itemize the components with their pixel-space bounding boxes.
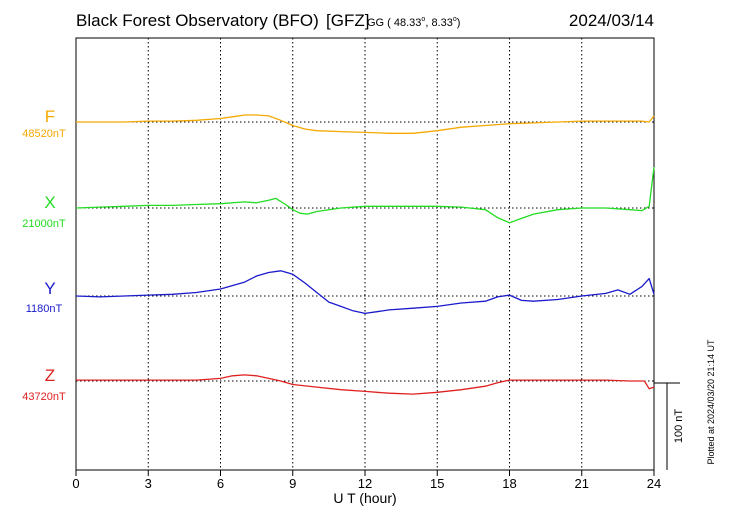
- x-tick-label: 3: [145, 476, 152, 491]
- chart-title: Black Forest Observatory (BFO): [76, 11, 319, 30]
- x-tick-label: 9: [289, 476, 296, 491]
- scale-bar: 100 nT: [654, 382, 685, 470]
- x-tick-label: 21: [575, 476, 589, 491]
- x-tick-label: 6: [217, 476, 224, 491]
- series-name-z: Z: [45, 366, 55, 385]
- series-line-z: [76, 374, 655, 395]
- x-axis-ticks: [75, 470, 655, 476]
- x-tick-label: 12: [358, 476, 372, 491]
- series-baseline-f: 48520nT: [22, 128, 66, 140]
- series-line-y: [75, 270, 655, 315]
- chart-date: 2024/03/14: [569, 11, 654, 30]
- vertical-gridlines: [147, 38, 583, 470]
- series-lines: [75, 114, 655, 395]
- series-line-f: [76, 114, 655, 134]
- x-axis-tick-labels: 0 3 6 9 12 15 18 21 24: [72, 476, 661, 491]
- series-name-x: X: [44, 193, 55, 212]
- x-tick-label: 24: [647, 476, 661, 491]
- x-axis-label: U T (hour): [333, 490, 396, 506]
- series-labels: F 48520nT X 21000nT Y 1180nT Z 43720nT: [22, 107, 66, 403]
- series-baseline-z: 43720nT: [22, 391, 66, 403]
- institute-label: [GFZ]: [326, 11, 369, 30]
- series-name-f: F: [45, 107, 55, 126]
- coordinates: GG ( 48.33o, 8.33o): [367, 16, 460, 29]
- plotted-note: Plotted at 2024/03/20 21:14 UT: [706, 339, 716, 465]
- baseline-gridlines: [76, 121, 654, 382]
- series-baseline-x: 21000nT: [22, 218, 66, 230]
- series-line-x: [75, 167, 655, 224]
- x-tick-label: 0: [72, 476, 79, 491]
- x-tick-label: 18: [502, 476, 516, 491]
- scale-bar-label: 100 nT: [673, 409, 685, 444]
- x-tick-label: 15: [430, 476, 444, 491]
- series-name-y: Y: [44, 279, 55, 298]
- series-baseline-y: 1180nT: [26, 303, 63, 315]
